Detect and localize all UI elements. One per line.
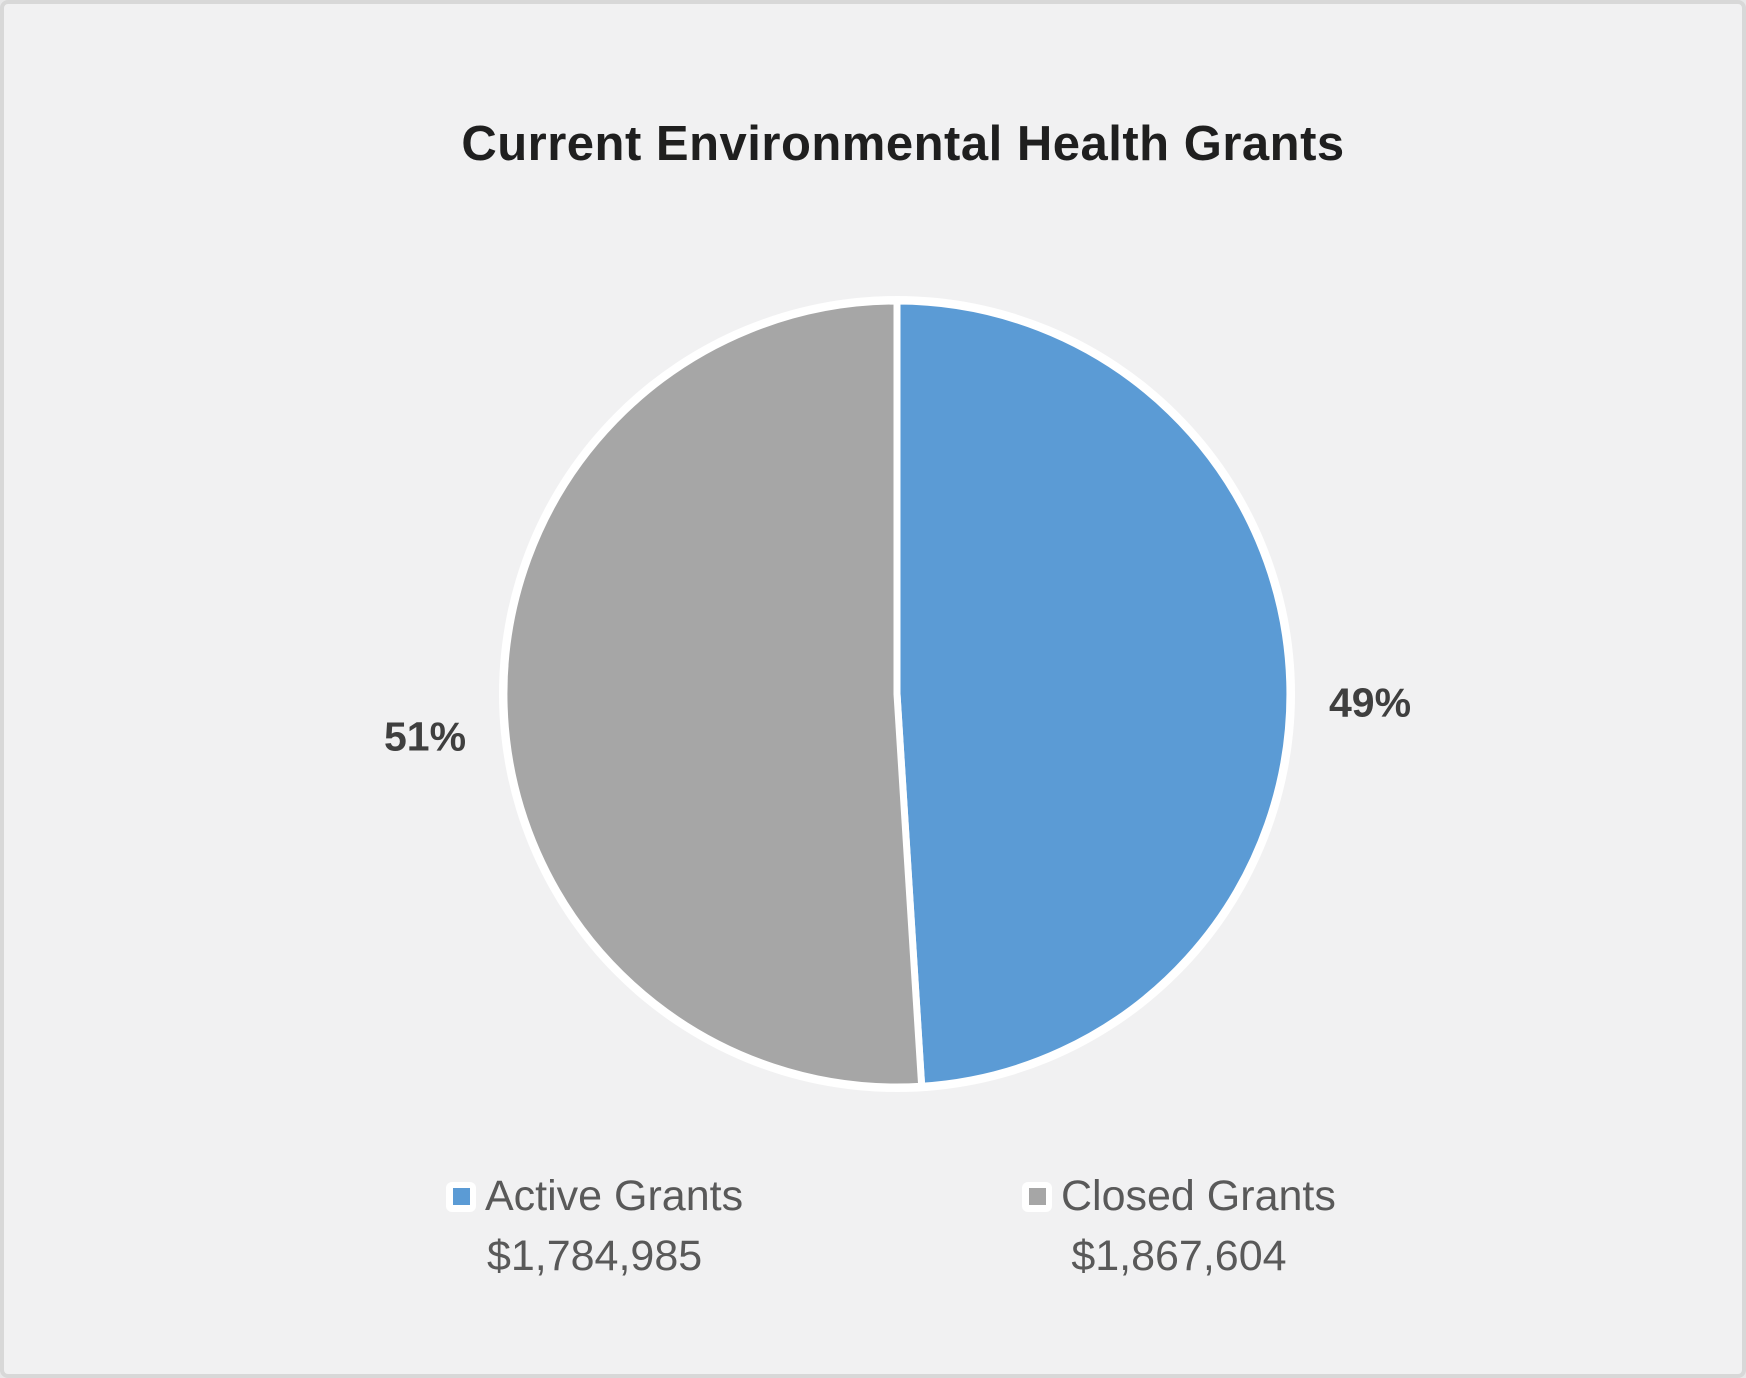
legend-value-closed: $1,867,604 [1071,1231,1287,1280]
data-label-closed-percent: 51% [383,713,467,760]
legend-row: Active Grants [446,1170,743,1224]
data-label-active-percent: 49% [1328,679,1412,726]
pie-slice-active-grants [893,297,1294,1090]
pie-slice-closed-grants [500,297,926,1091]
legend-value-active: $1,784,985 [486,1231,703,1280]
legend-marker-active-icon [452,1188,470,1206]
legend-marker-chip [446,1181,476,1212]
legend-row: Closed Grants [1022,1170,1336,1224]
pie-chart [499,296,1295,1092]
chart-title: Current Environmental Health Grants [461,117,1345,171]
legend-marker-closed-icon [1028,1188,1046,1206]
legend-label-closed: Closed Grants [1061,1172,1336,1220]
legend-label-active: Active Grants [485,1172,744,1220]
legend-item-closed-grants: Closed Grants $1,867,604 [1022,1170,1336,1284]
legend-marker-chip [1022,1181,1052,1212]
legend-item-active-grants: Active Grants $1,784,985 [446,1170,743,1284]
